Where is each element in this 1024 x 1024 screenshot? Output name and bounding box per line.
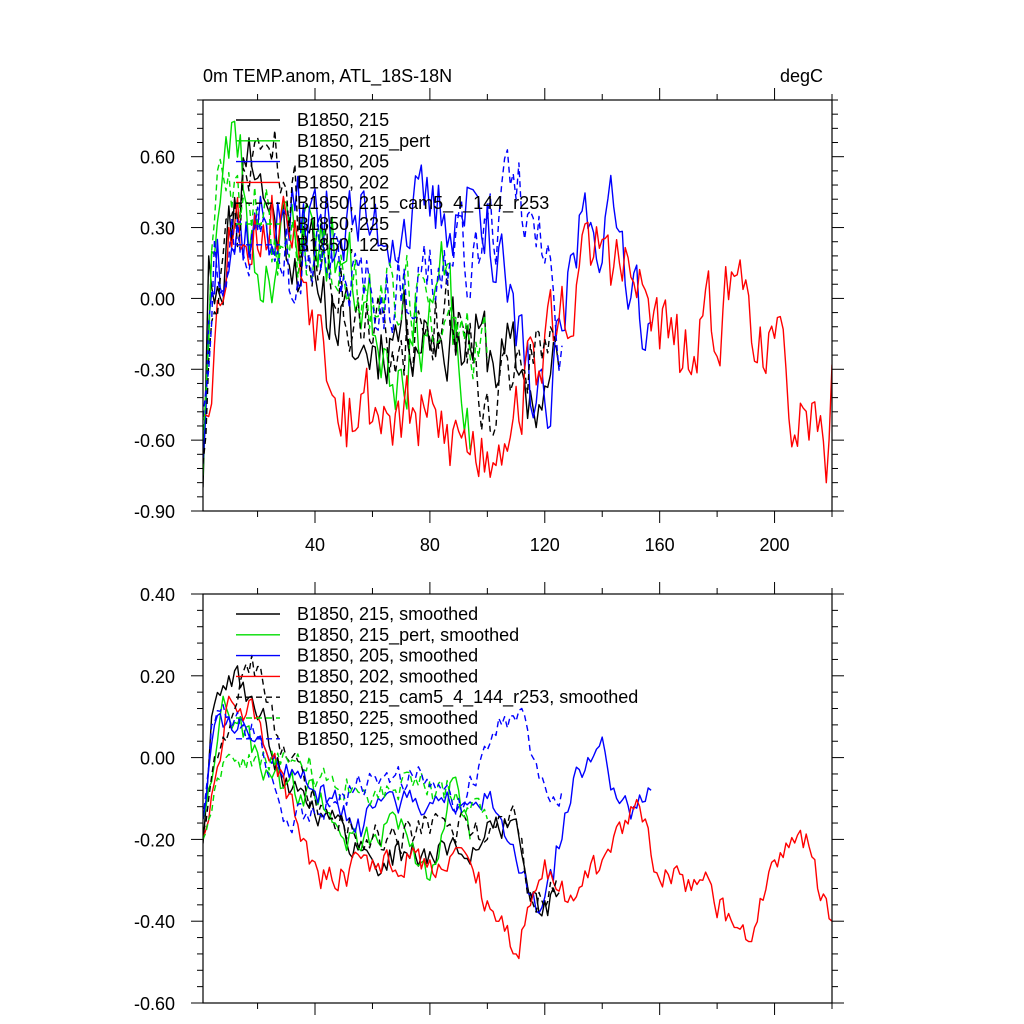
y-axis: -0.60 -0.40 -0.20 0.00 0.20 0.40 [134,585,844,1014]
legend-entry-1: B1850, 215_pert, smoothed [297,625,519,646]
legend-entry-0: B1850, 215 [297,110,389,130]
x-tick-label: 120 [530,535,560,555]
data-lines [203,654,832,960]
x-tick-label: 80 [420,535,440,555]
series-line-3 [203,194,832,484]
y-tick-label: 0.40 [140,585,175,605]
legend-entry-4: B1850, 215_cam5_4_144_r253, smoothed [297,687,638,708]
series-line-5 [203,158,488,441]
x-axis: 40 80 120 160 200 [257,88,833,555]
y-tick-label: -0.60 [134,994,175,1014]
series-line-2 [203,712,652,914]
y-axis: -0.90 -0.60 -0.30 0.00 0.30 0.60 [134,99,844,522]
x-axis [257,582,833,1015]
series-line-4 [203,654,557,913]
legend-entry-6: B1850, 125, smoothed [297,729,478,749]
y-tick-label: 0.20 [140,667,175,687]
top-chart-units: degC [780,66,823,86]
x-tick-label: 200 [760,535,790,555]
plot-frame [202,593,833,1004]
legend-entry-2: B1850, 205 [297,152,389,172]
legend-entry-3: B1850, 202 [297,172,389,192]
y-tick-label: 0.30 [140,219,175,239]
series-line-0 [203,137,560,488]
y-tick-label: -0.40 [134,912,175,932]
x-tick-label: 160 [645,535,675,555]
y-tick-label: -0.60 [134,431,175,451]
series-line-1 [203,120,471,476]
legend-entry-0: B1850, 215, smoothed [297,604,478,624]
series-line-3 [203,695,832,960]
y-tick-label: 0.60 [140,148,175,168]
y-tick-label: 0.00 [140,749,175,769]
bottom-chart-panel: -0.60 -0.40 -0.20 0.00 0.20 0.40 B1850, 215, s… [134,582,844,1015]
legend-entry-4: B1850, 215_cam5_4_144_r253 [297,193,549,214]
legend-entry-5: B1850, 225 [297,214,389,234]
y-tick-label: -0.90 [134,502,175,522]
legend-entry-1: B1850, 215_pert [297,131,430,152]
series-line-4 [203,129,557,464]
legend-entry-5: B1850, 225, smoothed [297,708,478,728]
legend-entry-6: B1850, 125 [297,235,389,255]
series-line-6 [203,149,563,417]
y-tick-label: 0.00 [140,289,175,309]
x-tick-label: 40 [305,535,325,555]
series-line-5 [203,750,488,840]
series-line-1 [203,695,471,881]
y-tick-label: -0.30 [134,360,175,380]
top-chart-title: 0m TEMP.anom, ATL_18S-18N [203,66,452,87]
legend-entry-2: B1850, 205, smoothed [297,646,478,666]
plot-frame [202,99,833,512]
y-tick-label: -0.20 [134,830,175,850]
top-chart-panel: 0m TEMP.anom, ATL_18S-18N degC 40 80 120 16… [134,66,844,555]
legend-entry-3: B1850, 202, smoothed [297,666,478,686]
